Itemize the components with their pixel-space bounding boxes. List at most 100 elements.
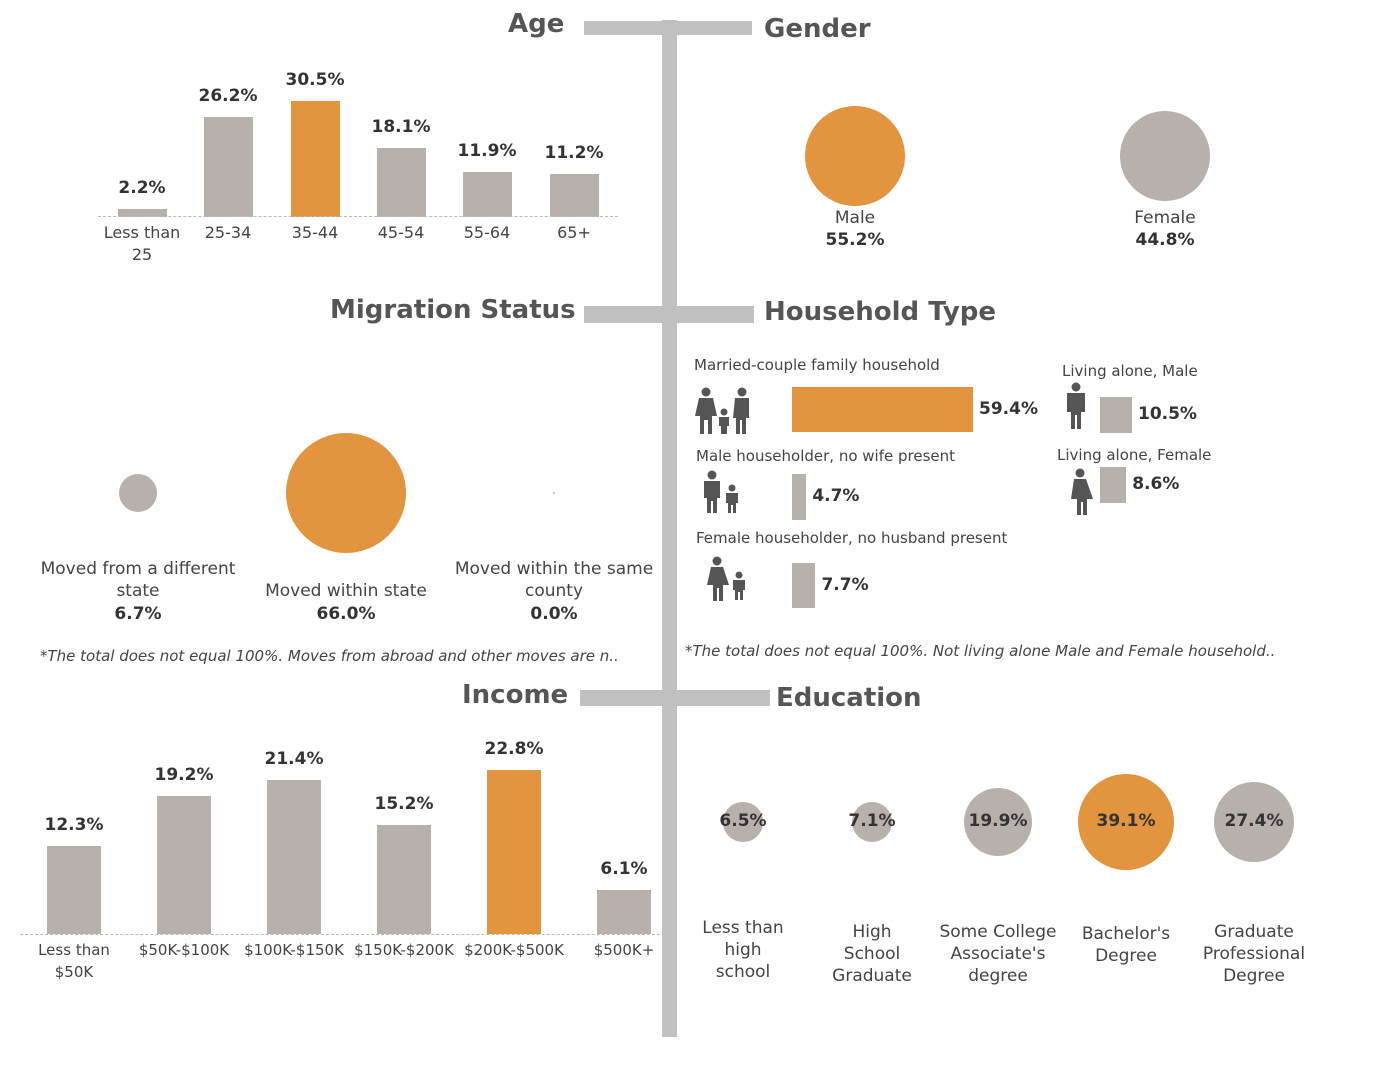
age-value-label: 11.9% — [457, 140, 517, 161]
education-category-label: Less than high school — [702, 918, 784, 982]
migration-category-label: Moved from a different state — [40, 559, 236, 601]
age-bar — [117, 208, 167, 217]
age-baseline — [98, 216, 618, 217]
household-category-label: Female householder, no husband present — [696, 529, 1008, 547]
education-bubble — [963, 787, 1033, 857]
income-category-label: $150K-$200K — [354, 941, 454, 959]
education-category-label: Some College Associate's degree — [939, 922, 1057, 986]
income-category-label: $100K-$150K — [244, 941, 344, 959]
migration-household-connector — [584, 306, 754, 323]
household-title: Household Type — [764, 297, 997, 327]
education-value-label: 19.9% — [968, 811, 1028, 831]
household-note: *The total does not equal 100%. Not livi… — [685, 642, 1276, 660]
income-bar — [377, 824, 431, 934]
gender-category-label: Male — [834, 208, 876, 228]
household-bar — [792, 387, 973, 432]
age-category-label: 25-34 — [204, 223, 252, 242]
education-value-label: 6.5% — [719, 811, 767, 831]
income-bar — [47, 845, 101, 934]
income-value-label: 21.4% — [264, 749, 324, 770]
age-value-label: 2.2% — [118, 177, 166, 198]
income-value-label: 15.2% — [374, 793, 434, 814]
age-category-label: 45-54 — [377, 223, 425, 242]
migration-bubble — [553, 492, 555, 494]
age-gender-connector — [584, 21, 752, 35]
education-value-label: 39.1% — [1096, 811, 1156, 831]
education-bubble — [723, 802, 763, 842]
income-title: Income — [462, 680, 569, 710]
age-value-label: 30.5% — [285, 70, 345, 90]
education-bubble — [1078, 774, 1174, 870]
education-category-label: Graduate Professional Degree — [1202, 922, 1306, 986]
woman-icon — [1071, 468, 1093, 515]
age-category-label: Less than 25 — [103, 223, 181, 264]
migration-category-label: Moved within the same county — [454, 559, 654, 601]
education-category-label: Bachelor's Degree — [1081, 924, 1171, 966]
household-bar — [1100, 397, 1132, 433]
age-value-label: 18.1% — [371, 117, 431, 138]
household-category-label: Living alone, Female — [1057, 446, 1212, 464]
age-title: Age — [508, 9, 565, 39]
income-bar — [487, 770, 541, 934]
income-baseline — [20, 934, 660, 935]
household-value-label: 59.4% — [979, 398, 1038, 419]
household-bar — [792, 563, 816, 608]
income-category-label: $500K+ — [593, 941, 655, 959]
migration-note: *The total does not equal 100%. Moves fr… — [40, 647, 619, 665]
family-icon — [695, 387, 749, 434]
income-value-label: 6.1% — [600, 859, 648, 880]
gender-bubble — [805, 106, 905, 206]
household-bar — [1100, 467, 1127, 503]
migration-category-label: Moved within state — [265, 581, 427, 601]
income-bar — [267, 780, 321, 934]
household-category-label: Male householder, no wife present — [696, 447, 956, 465]
household-bar — [792, 474, 807, 520]
migration-bubble — [118, 473, 158, 513]
age-category-label: 55-64 — [463, 223, 511, 242]
age-value-label: 26.2% — [198, 86, 258, 107]
education-bubble — [851, 801, 893, 843]
income-bar — [597, 890, 651, 934]
migration-value-label: 6.7% — [114, 604, 162, 624]
mother-child-icon — [707, 556, 745, 601]
household-value-label: 4.7% — [812, 486, 860, 506]
age-bar — [549, 174, 599, 217]
migration-title: Migration Status — [330, 295, 576, 325]
education-value-label: 7.1% — [848, 811, 896, 831]
income-education-connector — [580, 690, 770, 706]
education-category-label: High School Graduate — [832, 922, 912, 986]
center-spine — [662, 20, 677, 1037]
migration-value-label: 66.0% — [316, 604, 376, 624]
man-icon — [1067, 382, 1085, 429]
household-category-label: Living alone, Male — [1062, 362, 1198, 380]
gender-bubble — [1119, 110, 1211, 202]
income-category-label: Less than $50K — [38, 941, 110, 981]
migration-bubble — [286, 433, 406, 553]
household-category-label: Married-couple family household — [694, 356, 940, 374]
father-child-icon — [704, 470, 738, 513]
income-value-label: 12.3% — [44, 814, 104, 835]
household-value-label: 8.6% — [1132, 474, 1180, 494]
age-category-label: 65+ — [557, 223, 591, 242]
household-value-label: 10.5% — [1137, 404, 1197, 424]
age-category-label: 35-44 — [291, 223, 339, 242]
income-category-label: $200K-$500K — [464, 941, 564, 959]
gender-value-label: 44.8% — [1135, 230, 1195, 250]
education-title: Education — [776, 683, 922, 713]
household-value-label: 7.7% — [821, 574, 869, 595]
gender-title: Gender — [764, 14, 871, 44]
income-bar — [157, 795, 211, 934]
income-category-label: $50K-$100K — [138, 941, 230, 959]
age-bar — [376, 148, 426, 217]
income-value-label: 19.2% — [154, 764, 214, 785]
gender-value-label: 55.2% — [825, 230, 885, 250]
age-value-label: 11.2% — [544, 143, 604, 164]
age-bar — [290, 101, 340, 217]
age-bar — [462, 171, 512, 217]
gender-category-label: Female — [1134, 208, 1196, 228]
education-bubble — [1213, 781, 1295, 863]
migration-value-label: 0.0% — [530, 604, 578, 624]
education-value-label: 27.4% — [1224, 811, 1284, 831]
age-bar — [203, 117, 253, 217]
income-value-label: 22.8% — [484, 739, 544, 759]
